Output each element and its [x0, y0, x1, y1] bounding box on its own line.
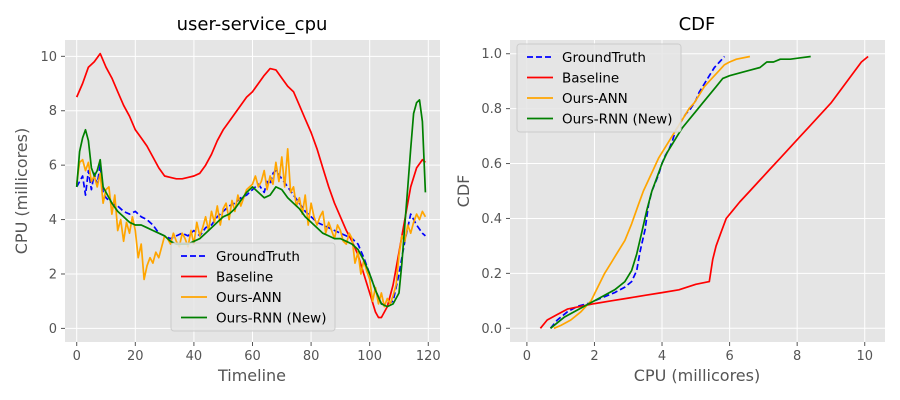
left-x-axis-label: Timeline	[217, 366, 286, 385]
x-tick-label: 10	[856, 349, 873, 364]
series-line-groundtruth	[549, 55, 726, 329]
x-tick-label: 8	[793, 349, 801, 364]
series-line-ours-ann	[553, 55, 751, 330]
x-tick-label: 20	[127, 349, 144, 364]
legend-label: Ours-RNN (New)	[216, 310, 327, 326]
series-line-ours-rnn-new	[549, 55, 811, 329]
right-y-axis-label: CDF	[454, 175, 473, 208]
y-tick-label: 0.4	[481, 212, 502, 227]
y-tick-label: 0	[49, 322, 57, 337]
x-tick-label: 0	[523, 349, 531, 364]
y-tick-label: 6	[49, 159, 57, 174]
right-series-lines	[539, 55, 869, 330]
left-legend: GroundTruth Baseline Ours-ANN Ours-RNN (New…	[170, 242, 336, 332]
series-line-baseline	[539, 55, 869, 329]
x-tick-label: 2	[590, 349, 598, 364]
right-legend: GroundTruth Baseline Ours-ANN Ours-RNN (New…	[516, 43, 682, 133]
x-tick-label: 80	[303, 349, 320, 364]
legend-label: GroundTruth	[216, 249, 300, 265]
x-tick-label: 0	[73, 349, 81, 364]
left-y-axis-label: CPU (millicores)	[12, 128, 31, 254]
legend-label: Ours-ANN	[562, 91, 628, 107]
series-line-baseline	[75, 52, 426, 319]
right-tick-labels: 0 2 4 6 8 10 0.0 0.2 0.4 0.6 0.8 1.0	[481, 47, 873, 364]
series-line-ours-rnn-new	[75, 99, 427, 308]
x-tick-label: 120	[416, 349, 441, 364]
y-tick-label: 0.6	[481, 157, 502, 172]
left-series-lines	[75, 52, 427, 319]
left-tick-labels: 0 20 40 60 80 100 120 0 2 4 6 8 10	[40, 50, 440, 364]
legend-label: Ours-RNN (New)	[562, 111, 673, 127]
right-chart: 0 2 4 6 8 10 0.0 0.2 0.4 0.6 0.8 1.0 CDF CPU (milli…	[454, 14, 885, 385]
x-tick-label: 4	[658, 349, 666, 364]
legend-box	[516, 43, 682, 133]
y-tick-label: 0.2	[481, 267, 502, 282]
right-x-axis-label: CPU (millicores)	[634, 366, 760, 385]
y-tick-label: 0.0	[481, 322, 502, 337]
legend-label: Baseline	[216, 269, 273, 285]
y-tick-label: 10	[40, 50, 57, 65]
x-tick-label: 40	[186, 349, 203, 364]
x-tick-label: 60	[244, 349, 261, 364]
y-tick-label: 2	[49, 267, 57, 282]
x-tick-label: 6	[725, 349, 733, 364]
x-tick-label: 100	[357, 349, 382, 364]
series-line-ours-ann	[75, 147, 427, 308]
legend-label: Ours-ANN	[216, 290, 282, 306]
right-chart-title: CDF	[679, 14, 716, 35]
series-line-groundtruth	[75, 164, 426, 305]
left-grid	[65, 40, 440, 342]
legend-label: Baseline	[562, 70, 619, 86]
legend-box	[170, 242, 336, 332]
left-chart-title: user-service_cpu	[177, 14, 328, 35]
y-tick-label: 4	[49, 213, 57, 228]
y-tick-label: 1.0	[481, 47, 502, 62]
legend-label: GroundTruth	[562, 50, 646, 66]
y-tick-label: 8	[49, 104, 57, 119]
y-tick-label: 0.8	[481, 102, 502, 117]
